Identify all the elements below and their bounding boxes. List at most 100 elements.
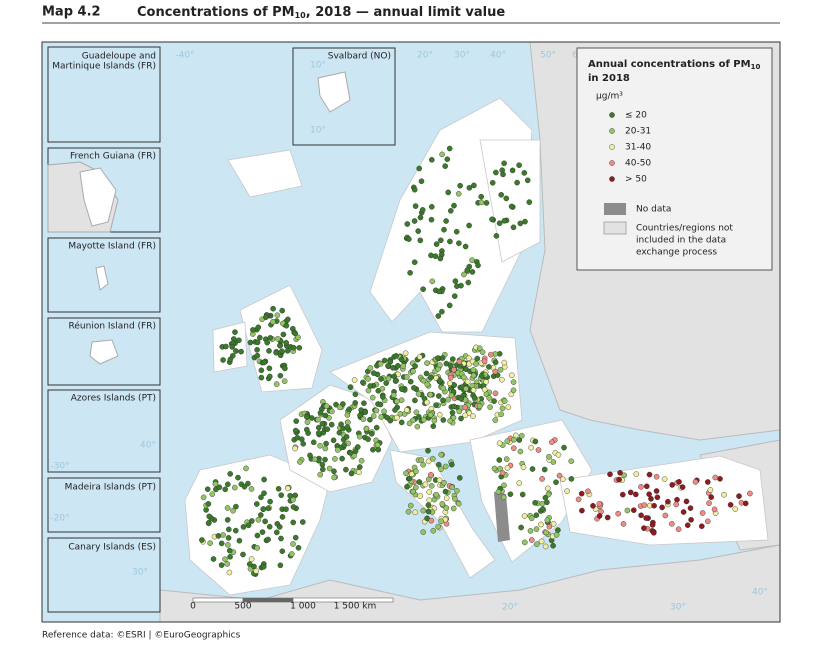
station-dot (226, 547, 233, 554)
station-dot (417, 237, 424, 244)
station-dot (233, 348, 239, 354)
station-dot (641, 525, 647, 531)
graticule-label: 20° (502, 603, 518, 613)
station-dot (528, 515, 535, 522)
station-dot (310, 439, 317, 446)
station-dot (517, 220, 524, 227)
station-dot (274, 335, 281, 342)
station-dot (332, 456, 338, 462)
station-dot (284, 347, 291, 354)
station-dot (464, 378, 471, 385)
legend-swatch (609, 112, 615, 118)
station-dot (295, 334, 301, 341)
legend-title-part: Annual concentrations of PM (588, 59, 751, 70)
station-dot (422, 481, 429, 488)
station-dot (273, 381, 280, 387)
station-dot (265, 536, 271, 543)
station-dot (307, 452, 313, 459)
station-dot (279, 348, 285, 355)
station-dot (649, 522, 656, 528)
station-dot (646, 491, 652, 498)
station-dot (521, 513, 528, 519)
station-dot (499, 405, 506, 412)
station-dot (541, 466, 548, 473)
station-dot (292, 534, 299, 541)
station-dot (492, 417, 499, 423)
station-dot (216, 484, 223, 491)
station-dot (478, 372, 485, 379)
station-dot (492, 359, 499, 366)
station-dot (375, 446, 382, 453)
station-dot (410, 488, 417, 495)
station-dot (378, 376, 384, 382)
station-dot (277, 372, 284, 379)
station-dot (483, 378, 490, 385)
station-dot (499, 167, 506, 173)
station-dot (471, 395, 478, 401)
station-dot (455, 500, 462, 507)
station-dot (624, 507, 631, 514)
station-dot (705, 518, 711, 525)
station-dot (225, 526, 232, 533)
legend: Annual concentrations of PM10 in 2018 μg… (576, 47, 773, 271)
station-dot (627, 489, 634, 496)
station-dot (373, 424, 380, 431)
station-dot (347, 384, 354, 390)
station-dot (517, 448, 524, 455)
station-dot (255, 324, 262, 331)
station-dot (447, 238, 453, 245)
station-dot (659, 504, 665, 511)
scale-label: 1 500 km (334, 602, 377, 612)
station-dot (522, 539, 528, 546)
inset-label: Canary Islands (ES) (68, 543, 156, 553)
station-dot (620, 521, 627, 527)
station-dot (257, 512, 264, 518)
station-dot (440, 385, 447, 392)
station-dot (518, 524, 524, 531)
station-dot (212, 481, 219, 487)
station-dot (373, 407, 380, 414)
station-dot (454, 487, 460, 494)
station-dot (420, 507, 427, 514)
station-dot (344, 424, 351, 430)
station-dot (277, 562, 284, 569)
station-dot (235, 474, 241, 481)
title-sub: 10 (295, 11, 307, 20)
station-dot (533, 526, 540, 532)
station-dot (374, 442, 381, 448)
station-dot (379, 394, 386, 400)
graticule-label: -30° (50, 462, 69, 472)
station-dot (258, 494, 264, 501)
no-data-area (494, 492, 510, 542)
station-dot (352, 400, 359, 406)
station-dot (224, 517, 231, 523)
station-dot (236, 537, 243, 544)
station-dot (315, 430, 322, 436)
station-dot (398, 386, 405, 392)
legend-classes: ≤ 20 20-31 31-40 40-50 > 50 No data Countries/… (603, 111, 733, 258)
station-dot (441, 226, 447, 233)
station-dot (489, 216, 495, 223)
station-dot (521, 170, 528, 176)
station-dot (621, 472, 628, 479)
station-dot (377, 401, 384, 408)
station-dot (585, 488, 591, 495)
station-dot (262, 518, 268, 525)
station-dot (319, 466, 326, 473)
station-dot (524, 177, 531, 184)
station-dot (646, 471, 653, 478)
station-dot (673, 501, 680, 508)
station-dot (556, 472, 563, 479)
station-dot (245, 522, 252, 529)
legend-title: Annual concentrations of PM10 (588, 59, 760, 71)
station-dot (420, 529, 427, 535)
station-dot (417, 493, 424, 499)
station-dot (215, 533, 222, 539)
station-dot (437, 377, 443, 384)
station-dot (210, 556, 217, 562)
station-dot (416, 479, 423, 485)
station-dot (462, 412, 469, 419)
station-dot (247, 339, 254, 346)
station-dot (486, 364, 492, 370)
station-dot (684, 522, 691, 529)
